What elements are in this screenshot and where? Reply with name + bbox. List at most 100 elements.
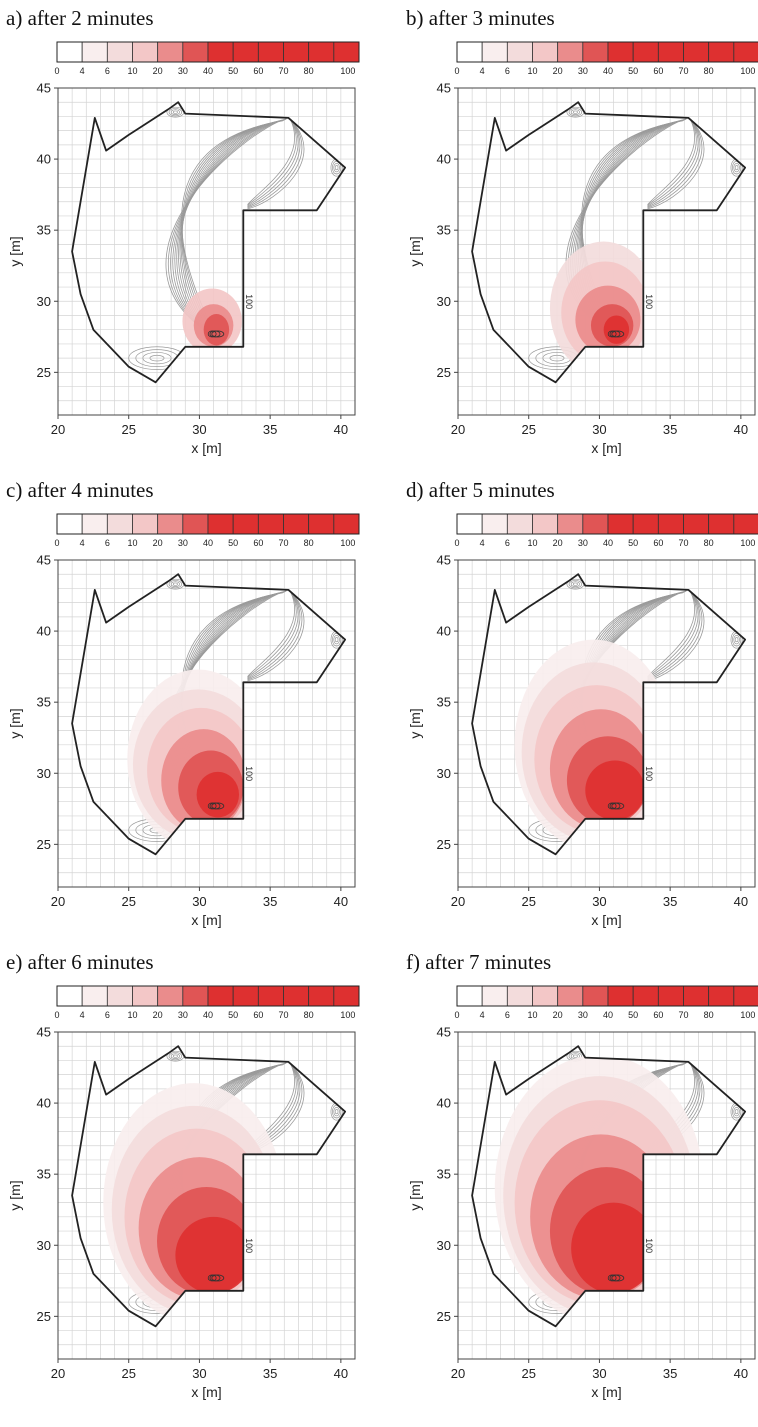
colorbar-tick-label: 0 <box>54 1010 59 1020</box>
y-tick-label: 30 <box>437 1238 451 1253</box>
colorbar-bin <box>207 513 234 535</box>
x-tick-label: 40 <box>734 422 748 437</box>
x-tick-label: 40 <box>334 422 348 437</box>
panel-title: c) after 4 minutes <box>6 478 154 502</box>
colorbar-tick-label: 10 <box>127 1010 137 1020</box>
colorbar-bin <box>283 985 310 1007</box>
colorbar-bin <box>582 41 609 63</box>
colorbar-bin <box>557 513 584 535</box>
colorbar-bin <box>81 41 108 63</box>
x-tick-label: 30 <box>592 1366 606 1381</box>
vortex-contour <box>568 580 583 589</box>
streamline <box>647 591 696 677</box>
colorbar-frame <box>56 985 360 1007</box>
vortex-contour <box>734 165 739 171</box>
colorbar-tick-label: 80 <box>304 538 314 548</box>
colorbar-bin <box>106 513 133 535</box>
colorbar-tick-label: 0 <box>54 538 59 548</box>
colorbar-tick-label: 80 <box>304 1010 314 1020</box>
colorbar-bin <box>333 41 360 63</box>
colorbar-bin <box>683 985 710 1007</box>
x-tick-label: 30 <box>192 422 206 437</box>
x-tick-label: 20 <box>51 894 65 909</box>
colorbar-bin <box>56 985 83 1007</box>
colorbar-bin <box>657 41 684 63</box>
colorbar: 0 4 6 10 20 30 40 50 60 70 80 100 <box>54 41 360 76</box>
colorbar-tick-label: 30 <box>578 538 588 548</box>
y-tick-label: 35 <box>37 1167 51 1182</box>
colorbar-bin <box>506 41 533 63</box>
colorbar-tick-label: 70 <box>278 538 288 548</box>
y-tick-label: 35 <box>437 695 451 710</box>
colorbar-bin <box>232 41 259 63</box>
colorbar-tick-label: 30 <box>578 66 588 76</box>
y-axis-label: y [m] <box>7 1180 23 1210</box>
colorbar-bin <box>56 41 83 63</box>
vortex-contour <box>572 582 578 586</box>
vortex-contour <box>170 109 180 116</box>
streamline <box>247 591 297 678</box>
colorbar-frame <box>56 513 360 535</box>
colorbar-bin <box>308 513 335 535</box>
colorbar-bin <box>683 41 710 63</box>
streamline <box>647 119 705 210</box>
colorbar-tick-label: 4 <box>480 538 485 548</box>
colorbar-tick-label: 40 <box>603 66 613 76</box>
colorbar-bin <box>157 41 184 63</box>
x-tick-label: 35 <box>263 894 277 909</box>
y-tick-label: 45 <box>37 1025 51 1040</box>
colorbar-bin <box>481 513 508 535</box>
plot-area: 100 <box>457 559 756 888</box>
colorbar-bin <box>657 513 684 535</box>
y-tick-label: 35 <box>37 695 51 710</box>
plume-level <box>585 760 645 821</box>
vortex-contour <box>572 110 578 114</box>
colorbar-tick-label: 4 <box>80 538 85 548</box>
colorbar-bin <box>182 41 209 63</box>
x-tick-label: 35 <box>663 894 677 909</box>
colorbar-frame <box>456 985 758 1007</box>
y-tick-label: 35 <box>437 223 451 238</box>
colorbar-tick-label: 6 <box>105 1010 110 1020</box>
colorbar-bin <box>733 513 758 535</box>
colorbar-bin <box>56 513 83 535</box>
domain-boundary <box>471 573 746 856</box>
contour-label: 100 <box>244 766 254 781</box>
colorbar-tick-label: 6 <box>505 1010 510 1020</box>
vortex-contour <box>570 581 580 588</box>
plot-area: 100 <box>57 1031 356 1360</box>
axes-frame <box>57 87 356 416</box>
colorbar-frame <box>56 41 360 63</box>
colorbar-bin <box>632 41 659 63</box>
colorbar-tick-label: 100 <box>340 538 355 548</box>
source-marker <box>607 1274 625 1282</box>
streamline <box>247 119 305 210</box>
colorbar-bin <box>481 985 508 1007</box>
plume-level <box>175 1216 252 1294</box>
streamline <box>247 591 301 680</box>
vortex-contour <box>170 581 180 588</box>
x-axis-label: x [m] <box>191 1384 221 1400</box>
y-tick-label: 45 <box>437 81 451 96</box>
colorbar-tick-label: 6 <box>105 66 110 76</box>
colorbar-frame <box>456 513 758 535</box>
y-tick-label: 30 <box>37 766 51 781</box>
colorbar-tick-label: 4 <box>480 1010 485 1020</box>
colorbar-bin <box>132 985 159 1007</box>
x-tick-label: 40 <box>334 894 348 909</box>
colorbar-tick-label: 50 <box>628 66 638 76</box>
vortex-contour <box>568 108 583 117</box>
axes-frame <box>57 1031 356 1360</box>
vortex-contour <box>170 1053 180 1060</box>
colorbar-tick-label: 40 <box>203 1010 213 1020</box>
vortex-contour <box>334 1109 339 1115</box>
colorbar-tick-label: 60 <box>653 1010 663 1020</box>
vortex-contour <box>572 1054 578 1058</box>
plot-area: 100 <box>457 1031 756 1360</box>
colorbar-bin <box>232 985 259 1007</box>
x-tick-label: 35 <box>263 422 277 437</box>
colorbar-bin <box>532 985 559 1007</box>
source-marker <box>207 1274 225 1282</box>
vortex-contour <box>734 1109 739 1115</box>
vortex-contour <box>333 635 340 645</box>
